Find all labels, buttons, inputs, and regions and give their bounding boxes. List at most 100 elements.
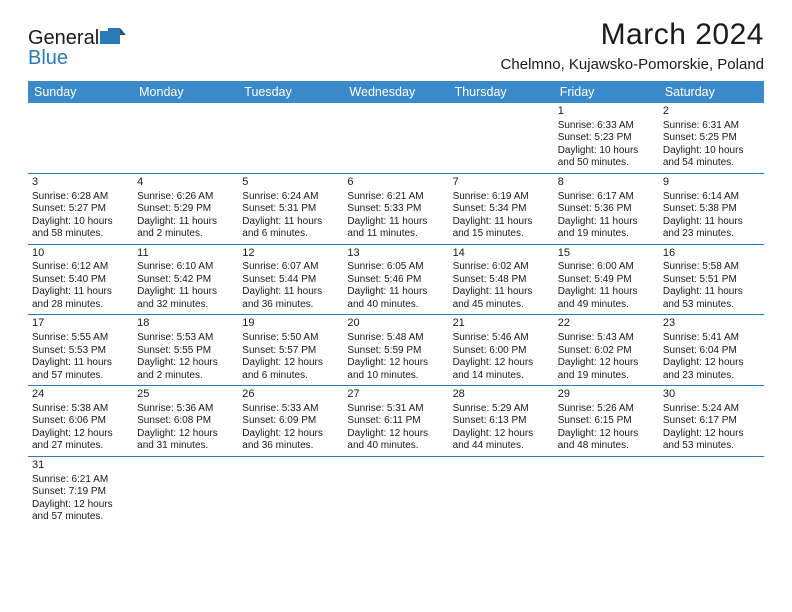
day-info-line: Daylight: 11 hours (242, 216, 339, 229)
calendar-cell: 28Sunrise: 5:29 AMSunset: 6:13 PMDayligh… (449, 386, 554, 457)
day-info-line: and 19 minutes. (558, 370, 655, 383)
day-info-line: Sunrise: 6:21 AM (32, 474, 129, 487)
day-info-line: and 2 minutes. (137, 228, 234, 241)
location: Chelmno, Kujawsko-Pomorskie, Poland (501, 56, 764, 73)
day-header-sun: Sunday (28, 81, 133, 103)
day-info-line: and 53 minutes. (663, 299, 760, 312)
day-info-line: and 23 minutes. (663, 370, 760, 383)
calendar-cell: 15Sunrise: 6:00 AMSunset: 5:49 PMDayligh… (554, 245, 659, 316)
day-info-line: and 40 minutes. (347, 299, 444, 312)
day-number: 10 (32, 247, 129, 261)
calendar-week: 10Sunrise: 6:12 AMSunset: 5:40 PMDayligh… (28, 245, 764, 316)
calendar-cell: 25Sunrise: 5:36 AMSunset: 6:08 PMDayligh… (133, 386, 238, 457)
day-info-line: Daylight: 11 hours (137, 216, 234, 229)
day-info-line: Sunset: 5:38 PM (663, 203, 760, 216)
calendar-cell: 31Sunrise: 6:21 AMSunset: 7:19 PMDayligh… (28, 457, 133, 527)
day-info-line: Daylight: 11 hours (32, 357, 129, 370)
calendar-cell: 2Sunrise: 6:31 AMSunset: 5:25 PMDaylight… (659, 103, 764, 174)
day-number: 15 (558, 247, 655, 261)
day-info-line: Sunset: 5:48 PM (453, 274, 550, 287)
day-info-line: Sunrise: 6:26 AM (137, 191, 234, 204)
day-info-line: and 54 minutes. (663, 157, 760, 170)
day-info-line: Sunset: 5:49 PM (558, 274, 655, 287)
calendar-cell (659, 457, 764, 527)
calendar-cell (133, 103, 238, 174)
calendar-cell (238, 103, 343, 174)
day-number: 26 (242, 388, 339, 402)
calendar-cell: 29Sunrise: 5:26 AMSunset: 6:15 PMDayligh… (554, 386, 659, 457)
day-info-line: Sunrise: 6:28 AM (32, 191, 129, 204)
day-info-line: Sunset: 6:00 PM (453, 345, 550, 358)
day-info-line: and 36 minutes. (242, 440, 339, 453)
day-info-line: Sunset: 5:27 PM (32, 203, 129, 216)
day-info-line: Daylight: 12 hours (663, 428, 760, 441)
day-info-line: and 58 minutes. (32, 228, 129, 241)
day-info-line: Daylight: 12 hours (242, 357, 339, 370)
day-info-line: Sunrise: 6:02 AM (453, 261, 550, 274)
calendar-cell: 19Sunrise: 5:50 AMSunset: 5:57 PMDayligh… (238, 315, 343, 386)
day-info-line: Sunrise: 5:26 AM (558, 403, 655, 416)
day-info-line: and 45 minutes. (453, 299, 550, 312)
calendar-week: 31Sunrise: 6:21 AMSunset: 7:19 PMDayligh… (28, 457, 764, 527)
calendar-cell: 18Sunrise: 5:53 AMSunset: 5:55 PMDayligh… (133, 315, 238, 386)
day-info-line: and 32 minutes. (137, 299, 234, 312)
calendar-cell: 1Sunrise: 6:33 AMSunset: 5:23 PMDaylight… (554, 103, 659, 174)
day-number: 24 (32, 388, 129, 402)
header: GeneralBlue March 2024 Chelmno, Kujawsko… (28, 18, 764, 73)
day-info-line: Daylight: 12 hours (32, 499, 129, 512)
day-number: 31 (32, 459, 129, 473)
day-info-line: Daylight: 12 hours (32, 428, 129, 441)
day-info-line: Daylight: 11 hours (453, 216, 550, 229)
day-info-line: Sunrise: 6:17 AM (558, 191, 655, 204)
day-info-line: Sunset: 5:25 PM (663, 132, 760, 145)
day-info-line: Sunset: 5:36 PM (558, 203, 655, 216)
month-title: March 2024 (501, 18, 764, 52)
calendar-cell: 16Sunrise: 5:58 AMSunset: 5:51 PMDayligh… (659, 245, 764, 316)
day-info-line: Sunrise: 5:48 AM (347, 332, 444, 345)
day-number: 12 (242, 247, 339, 261)
day-header-tue: Tuesday (238, 81, 343, 103)
calendar-cell: 4Sunrise: 6:26 AMSunset: 5:29 PMDaylight… (133, 174, 238, 245)
day-info-line: Sunset: 5:40 PM (32, 274, 129, 287)
day-header-sat: Saturday (659, 81, 764, 103)
day-info-line: Sunset: 6:04 PM (663, 345, 760, 358)
day-info-line: Sunrise: 6:19 AM (453, 191, 550, 204)
day-info-line: Sunset: 5:42 PM (137, 274, 234, 287)
day-info-line: Sunset: 5:51 PM (663, 274, 760, 287)
day-number: 5 (242, 176, 339, 190)
calendar-cell: 27Sunrise: 5:31 AMSunset: 6:11 PMDayligh… (343, 386, 448, 457)
day-info-line: Daylight: 12 hours (558, 428, 655, 441)
day-header-mon: Monday (133, 81, 238, 103)
day-info-line: Sunrise: 6:24 AM (242, 191, 339, 204)
day-info-line: Daylight: 12 hours (137, 357, 234, 370)
day-info-line: Sunset: 6:02 PM (558, 345, 655, 358)
day-info-line: Daylight: 11 hours (663, 216, 760, 229)
calendar-cell: 6Sunrise: 6:21 AMSunset: 5:33 PMDaylight… (343, 174, 448, 245)
day-info-line: Sunrise: 5:36 AM (137, 403, 234, 416)
calendar-cell (554, 457, 659, 527)
calendar-cell: 7Sunrise: 6:19 AMSunset: 5:34 PMDaylight… (449, 174, 554, 245)
day-info-line: Sunrise: 5:58 AM (663, 261, 760, 274)
day-info-line: and 15 minutes. (453, 228, 550, 241)
day-number: 13 (347, 247, 444, 261)
day-number: 22 (558, 317, 655, 331)
day-info-line: and 19 minutes. (558, 228, 655, 241)
day-info-line: Sunset: 5:29 PM (137, 203, 234, 216)
logo-text: GeneralBlue (28, 28, 126, 68)
day-info-line: Sunset: 5:31 PM (242, 203, 339, 216)
day-info-line: Sunset: 6:08 PM (137, 415, 234, 428)
day-number: 25 (137, 388, 234, 402)
day-number: 29 (558, 388, 655, 402)
day-info-line: Sunset: 5:34 PM (453, 203, 550, 216)
day-info-line: Sunrise: 6:00 AM (558, 261, 655, 274)
day-info-line: Sunrise: 5:29 AM (453, 403, 550, 416)
day-info-line: Daylight: 12 hours (453, 357, 550, 370)
day-info-line: Sunrise: 5:50 AM (242, 332, 339, 345)
calendar-cell: 30Sunrise: 5:24 AMSunset: 6:17 PMDayligh… (659, 386, 764, 457)
day-info-line: Sunset: 5:33 PM (347, 203, 444, 216)
day-number: 28 (453, 388, 550, 402)
day-number: 11 (137, 247, 234, 261)
day-info-line: Sunset: 6:06 PM (32, 415, 129, 428)
day-info-line: and 36 minutes. (242, 299, 339, 312)
calendar-cell: 3Sunrise: 6:28 AMSunset: 5:27 PMDaylight… (28, 174, 133, 245)
